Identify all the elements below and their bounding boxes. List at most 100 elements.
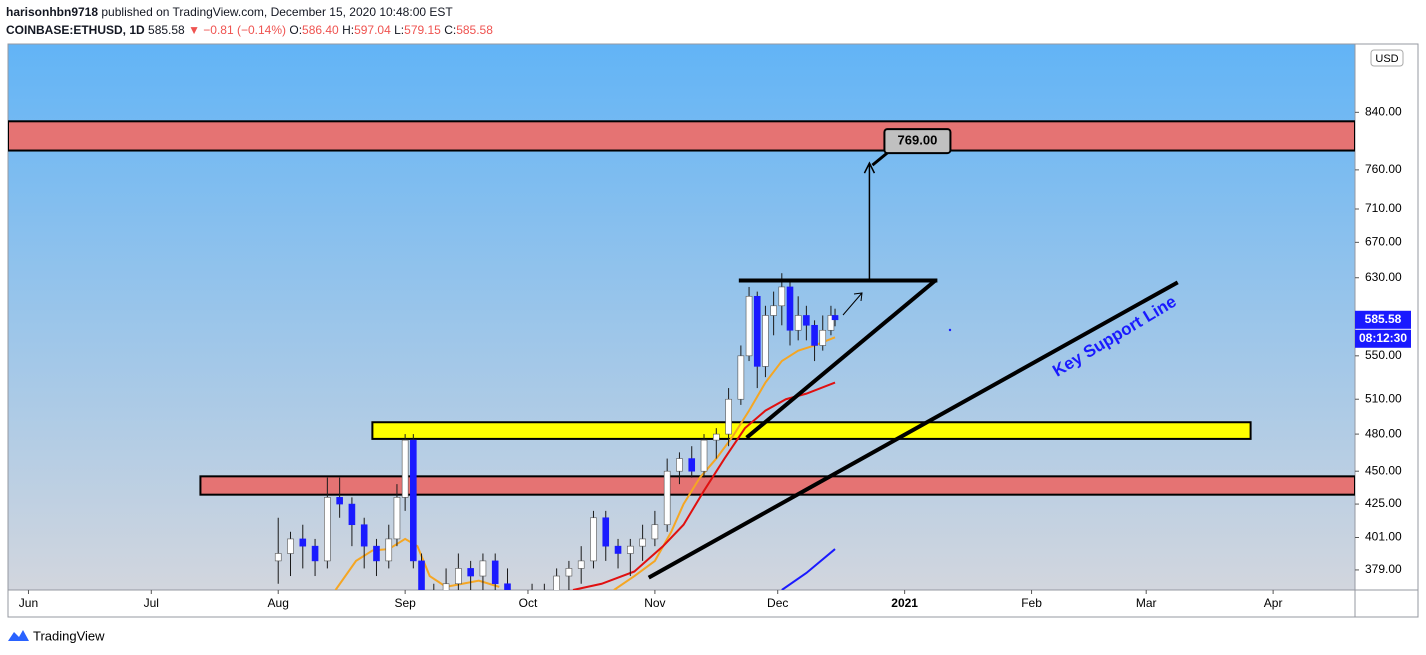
zone [371,421,1252,440]
trend-line [745,278,937,440]
y-tick-label: 425.00 [1365,496,1402,510]
candle-body [287,538,294,554]
x-tick-label: Mar [1136,596,1157,610]
y-tick-label: 760.00 [1365,162,1402,176]
y-tick-label: 840.00 [1365,105,1402,119]
logo [8,630,29,641]
candle-body [311,545,319,562]
candle-body [639,538,646,547]
candle-body [770,305,777,316]
candle-body [794,315,802,331]
y-tick-label: 379.00 [1365,562,1402,576]
symbol: COINBASE:ETHUSD, 1D [6,23,145,37]
ohlc-value: 597.04 [354,23,391,37]
candle-body [479,560,487,577]
target-box [883,128,952,155]
y-tick-label: 630.00 [1365,270,1402,284]
x-tick-label: Jun [19,596,38,610]
candle-body [688,458,696,472]
candle-body [737,355,745,400]
publish-line: harisonhbn9718 published on TradingView.… [6,5,453,19]
y-tick-label: 401.00 [1365,530,1402,544]
candle-body [299,538,307,547]
target-label: 769.00 [898,133,938,148]
candle-body [831,315,839,321]
candle-body [504,583,511,590]
ohlc-value: 585.58 [456,23,493,37]
candle-body [274,553,282,562]
small-arrow [842,292,863,316]
candle-body [778,286,786,307]
zone [8,120,1355,152]
x-tick-label: Feb [1021,596,1042,610]
target-arrow [863,161,876,281]
publisher: harisonhbn9718 [6,5,99,19]
y-tick-label: 550.00 [1365,348,1402,362]
trend-line [647,280,1179,580]
y-tick-label: 670.00 [1365,235,1402,249]
candle-body [385,538,393,562]
ohlc-value: 579.15 [404,23,441,37]
currency-badge [1370,49,1404,67]
candle-body [651,524,659,540]
last: 585.58 [148,23,185,37]
currency: USD [1375,53,1398,65]
brand: TradingView [33,628,105,643]
symbol-line: COINBASE:ETHUSD, 1D 585.58 ▼ −0.81 (−0.1… [6,23,493,37]
moving-average [781,548,836,590]
ohlc-value: 586.40 [302,23,339,37]
candle-body [663,470,671,526]
candle-body [745,295,753,357]
x-tick-label: Aug [268,596,289,610]
candle-body [811,324,818,346]
candle-body [541,592,547,608]
candle-body [565,568,573,577]
candle-body [393,497,401,540]
x-tick-label: Jul [144,596,159,610]
candle-body [614,545,622,554]
change: ▼ −0.81 (−0.14%) [188,23,287,37]
y-tick-label: 480.00 [1365,426,1402,440]
axes: 379.00 401.00 425.00 450.00 480.00 510.00 550.… [19,105,1411,610]
moving-average [572,381,836,590]
zone [199,475,1355,496]
candle-body [786,286,794,331]
x-tick-label: Nov [644,596,665,610]
candle-body [676,458,683,472]
candle-body [410,439,417,562]
countdown: 08:12:30 [1359,331,1407,345]
candle-body [336,497,343,505]
x-tick-label: Dec [767,596,788,610]
ohlc: O:586.40 H:597.04 L:579.15 C:585.58 [289,23,493,37]
frame [7,43,1419,618]
candle-body [553,575,560,590]
price-tag-bg [1355,310,1411,329]
candle-body [819,329,827,346]
x-tick-label: Sep [394,596,416,610]
countdown-bg [1355,329,1411,348]
y-tick-label: 450.00 [1365,463,1402,477]
candle-body [700,439,708,472]
ohlc-label: L: [394,23,405,37]
candle-body [491,560,499,585]
candle-body [827,315,835,331]
x-tick-label: 2021 [891,596,918,610]
candle-body [455,568,462,585]
candle-body [725,398,732,435]
candle-body [442,583,450,590]
candle-body [324,497,331,562]
y-tick-label: 710.00 [1365,201,1402,215]
ohlc-label: O: [289,23,303,37]
published-text: published on TradingView.com, December 1… [101,5,453,19]
candle-body [803,315,810,326]
dot [948,328,952,332]
candle-body [753,295,761,367]
x-tick-label: Oct [519,596,538,610]
candle-body [762,315,769,367]
candle-body [431,600,437,616]
candle-body [590,517,597,562]
x-tick-label: Apr [1264,596,1283,610]
moving-average [334,336,836,590]
